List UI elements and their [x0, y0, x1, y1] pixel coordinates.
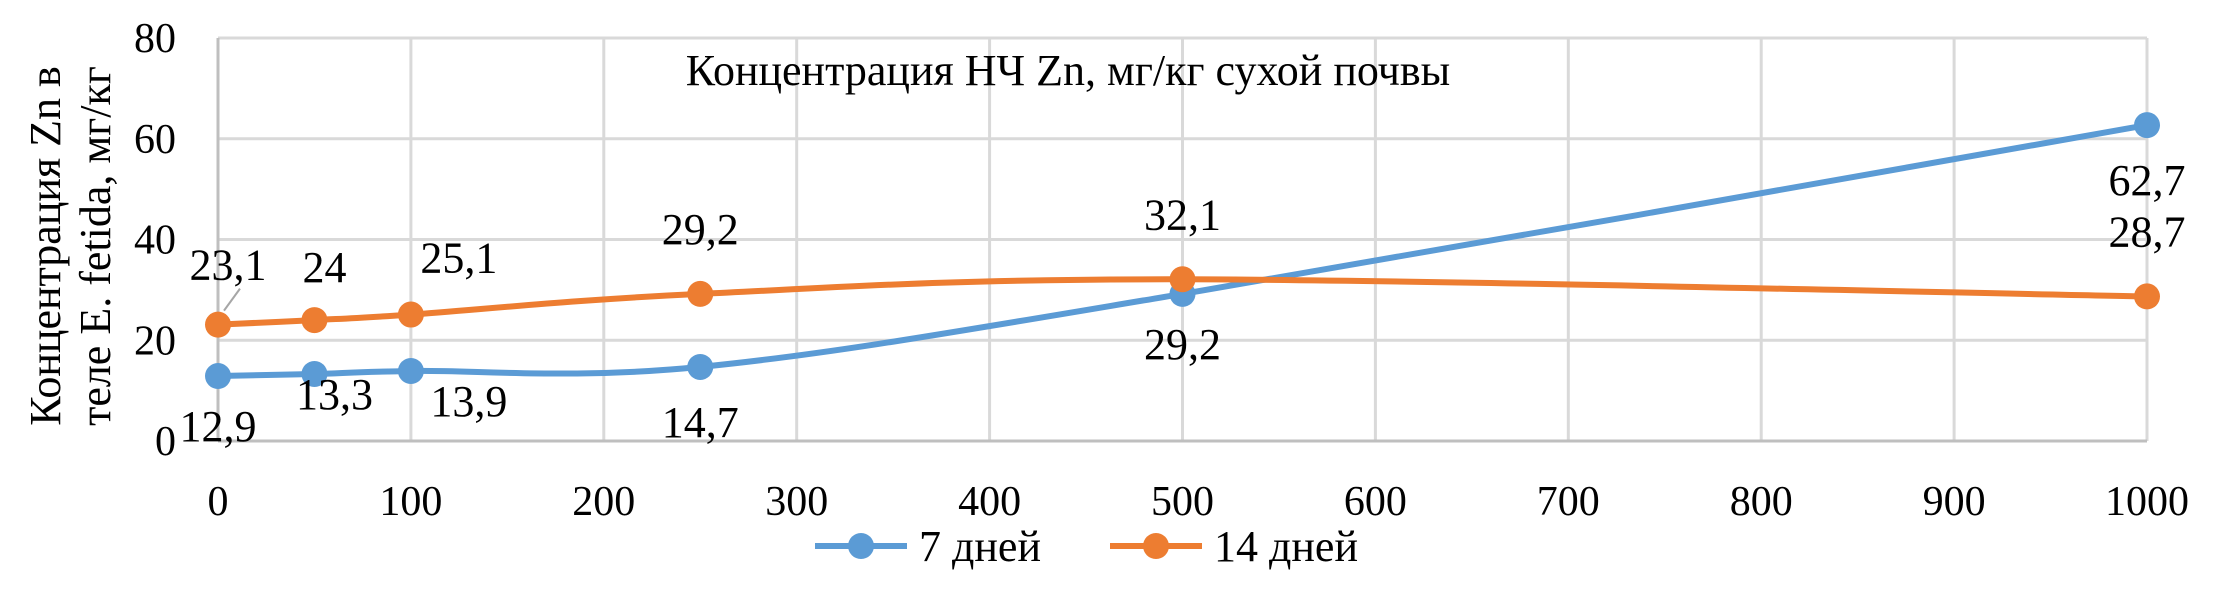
series-line-1 — [217, 122, 2148, 379]
data-label: 23,1 — [190, 241, 267, 290]
data-point — [687, 280, 714, 307]
x-tick-label: 800 — [1730, 479, 1793, 525]
data-label: 24 — [302, 243, 346, 292]
x-tick-label: 900 — [1923, 479, 1986, 525]
tick-labels: 0 100 200 300 400 500 600 700 800 900 1000 0 20 40 60 8… — [134, 16, 2189, 525]
legend-label: 7 дней — [919, 522, 1041, 571]
data-label: 29,2 — [1144, 320, 1221, 369]
x-tick-label: 400 — [958, 479, 1021, 525]
x-tick-label: 300 — [765, 479, 828, 525]
y-tick-label: 20 — [134, 318, 176, 364]
y-axis-title: Концентрация Zn в теле E. fetida, мг/кг — [21, 66, 120, 426]
data-labels: 12,9 13,3 13,9 14,7 29,2 62,7 23,1 24 25,1 29,2 32… — [180, 156, 2186, 451]
series-layer — [205, 112, 2160, 390]
y-axis-title-line-1: Концентрация Zn в — [21, 66, 70, 426]
y-tick-label: 40 — [134, 218, 176, 264]
y-axis-title-line-2: теле E. fetida, мг/кг — [71, 66, 120, 426]
legend-item-2: 14 дней — [1110, 522, 1358, 571]
legend-item-1: 7 дней — [815, 522, 1041, 571]
data-label: 14,7 — [662, 398, 739, 447]
x-axis-title: Концентрация НЧ Zn, мг/кг сухой почвы — [686, 46, 1450, 95]
data-point — [397, 357, 424, 384]
x-tick-label: 0 — [208, 479, 229, 525]
data-label: 32,1 — [1144, 190, 1221, 239]
y-tick-label: 60 — [134, 117, 176, 163]
data-point — [687, 353, 714, 380]
data-point — [397, 301, 424, 328]
data-point — [2134, 112, 2160, 139]
legend-swatch-marker — [1143, 533, 1169, 559]
y-tick-label: 80 — [134, 16, 176, 62]
y-tick-label: 0 — [155, 419, 176, 465]
data-point — [205, 311, 231, 338]
data-label: 62,7 — [2109, 156, 2186, 205]
data-label: 13,9 — [430, 377, 507, 426]
x-tick-label: 500 — [1151, 479, 1214, 525]
data-point — [301, 361, 328, 388]
leader-line — [223, 288, 241, 312]
data-point — [205, 363, 231, 390]
grid-lines — [218, 36, 2149, 441]
data-label: 12,9 — [180, 402, 257, 451]
data-label: 25,1 — [420, 234, 497, 283]
series-line-2 — [217, 276, 2148, 328]
data-label: 28,7 — [2109, 207, 2186, 256]
x-tick-label: 700 — [1537, 479, 1600, 525]
data-label: 29,2 — [662, 205, 739, 254]
x-tick-label: 200 — [572, 479, 635, 525]
data-label: 13,3 — [296, 370, 373, 419]
x-tick-label: 1000 — [2105, 479, 2189, 525]
data-point — [301, 307, 328, 334]
data-point — [1169, 266, 1196, 293]
x-tick-label: 600 — [1344, 479, 1407, 525]
legend-swatch-marker — [848, 533, 874, 559]
legend-label: 14 дней — [1214, 522, 1358, 571]
legend: 7 дней 14 дней — [815, 522, 1358, 571]
x-tick-label: 100 — [379, 479, 442, 525]
data-point — [2134, 283, 2160, 310]
